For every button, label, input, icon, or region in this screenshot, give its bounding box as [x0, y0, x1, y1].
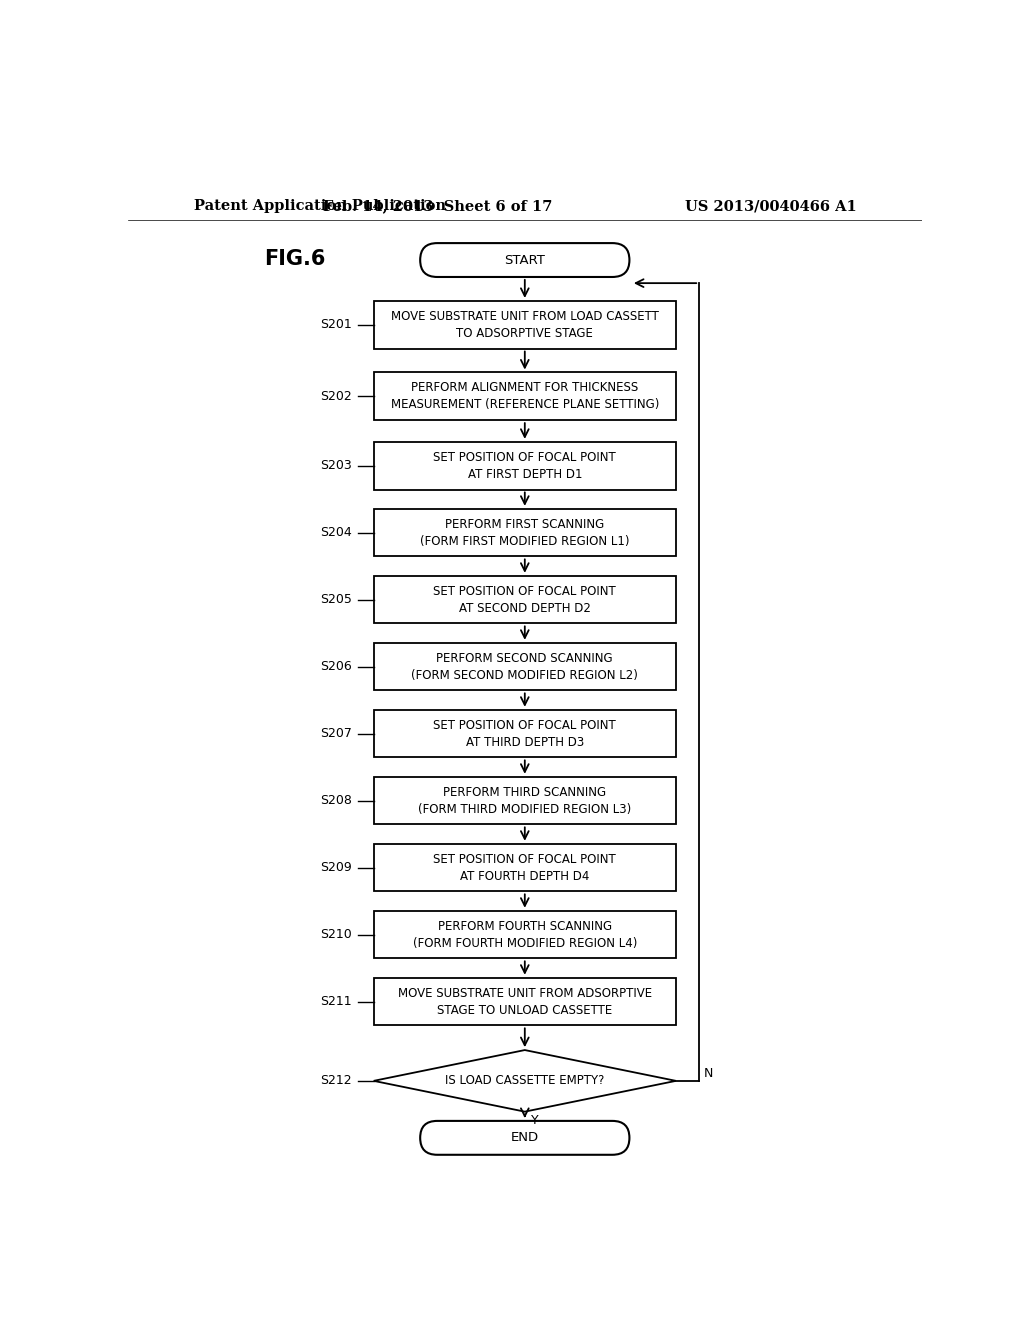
FancyBboxPatch shape	[374, 508, 676, 557]
Text: START: START	[505, 253, 545, 267]
Text: MOVE SUBSTRATE UNIT FROM LOAD CASSETT
TO ADSORPTIVE STAGE: MOVE SUBSTRATE UNIT FROM LOAD CASSETT TO…	[391, 310, 658, 339]
Text: MOVE SUBSTRATE UNIT FROM ADSORPTIVE
STAGE TO UNLOAD CASSETTE: MOVE SUBSTRATE UNIT FROM ADSORPTIVE STAG…	[397, 986, 652, 1016]
FancyBboxPatch shape	[374, 643, 676, 690]
Text: S212: S212	[321, 1074, 352, 1088]
Text: S202: S202	[321, 389, 352, 403]
Text: PERFORM THIRD SCANNING
(FORM THIRD MODIFIED REGION L3): PERFORM THIRD SCANNING (FORM THIRD MODIF…	[418, 785, 632, 816]
FancyBboxPatch shape	[374, 843, 676, 891]
Text: SET POSITION OF FOCAL POINT
AT SECOND DEPTH D2: SET POSITION OF FOCAL POINT AT SECOND DE…	[433, 585, 616, 615]
FancyBboxPatch shape	[374, 576, 676, 623]
Text: PERFORM SECOND SCANNING
(FORM SECOND MODIFIED REGION L2): PERFORM SECOND SCANNING (FORM SECOND MOD…	[412, 652, 638, 681]
Text: Feb. 14, 2013  Sheet 6 of 17: Feb. 14, 2013 Sheet 6 of 17	[324, 199, 553, 213]
Text: N: N	[703, 1067, 713, 1080]
Text: S201: S201	[321, 318, 352, 331]
FancyBboxPatch shape	[374, 372, 676, 420]
Text: S205: S205	[321, 593, 352, 606]
Polygon shape	[374, 1051, 676, 1111]
Text: SET POSITION OF FOCAL POINT
AT THIRD DEPTH D3: SET POSITION OF FOCAL POINT AT THIRD DEP…	[433, 718, 616, 748]
Text: S211: S211	[321, 995, 352, 1008]
Text: PERFORM FOURTH SCANNING
(FORM FOURTH MODIFIED REGION L4): PERFORM FOURTH SCANNING (FORM FOURTH MOD…	[413, 920, 637, 949]
Text: S209: S209	[321, 861, 352, 874]
Text: S207: S207	[321, 727, 352, 741]
Text: S210: S210	[321, 928, 352, 941]
FancyBboxPatch shape	[420, 1121, 630, 1155]
Text: PERFORM FIRST SCANNING
(FORM FIRST MODIFIED REGION L1): PERFORM FIRST SCANNING (FORM FIRST MODIF…	[420, 517, 630, 548]
Text: SET POSITION OF FOCAL POINT
AT FOURTH DEPTH D4: SET POSITION OF FOCAL POINT AT FOURTH DE…	[433, 853, 616, 883]
Text: Patent Application Publication: Patent Application Publication	[194, 199, 445, 213]
Text: S208: S208	[321, 795, 352, 807]
Text: S206: S206	[321, 660, 352, 673]
Text: S203: S203	[321, 459, 352, 473]
Text: S204: S204	[321, 527, 352, 539]
Text: SET POSITION OF FOCAL POINT
AT FIRST DEPTH D1: SET POSITION OF FOCAL POINT AT FIRST DEP…	[433, 450, 616, 480]
FancyBboxPatch shape	[374, 710, 676, 758]
Text: Y: Y	[531, 1114, 539, 1127]
FancyBboxPatch shape	[374, 911, 676, 958]
FancyBboxPatch shape	[374, 978, 676, 1026]
Text: FIG.6: FIG.6	[263, 248, 325, 268]
FancyBboxPatch shape	[374, 776, 676, 825]
FancyBboxPatch shape	[420, 243, 630, 277]
FancyBboxPatch shape	[374, 442, 676, 490]
Text: IS LOAD CASSETTE EMPTY?: IS LOAD CASSETTE EMPTY?	[445, 1074, 604, 1088]
FancyBboxPatch shape	[374, 301, 676, 348]
Text: US 2013/0040466 A1: US 2013/0040466 A1	[685, 199, 856, 213]
Text: END: END	[511, 1131, 539, 1144]
Text: PERFORM ALIGNMENT FOR THICKNESS
MEASUREMENT (REFERENCE PLANE SETTING): PERFORM ALIGNMENT FOR THICKNESS MEASUREM…	[390, 381, 659, 412]
